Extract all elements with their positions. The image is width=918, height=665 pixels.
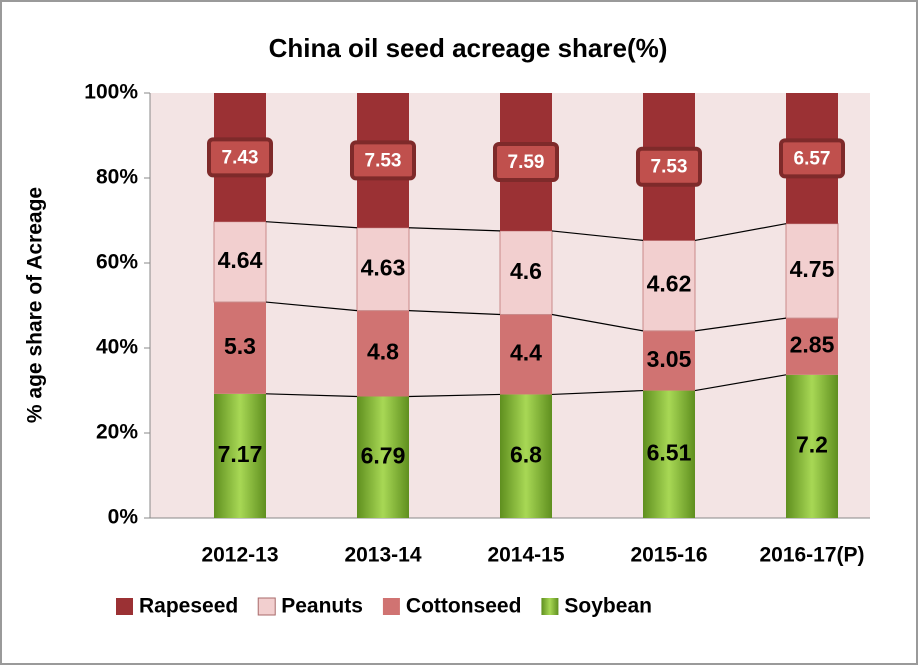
y-tick-label: 100% — [84, 81, 138, 104]
data-label: 2.85 — [790, 332, 835, 358]
data-label-box — [636, 146, 702, 187]
y-tick-label: 0% — [108, 506, 139, 529]
data-label: 7.59 — [508, 152, 545, 173]
data-label: 4.8 — [367, 339, 399, 365]
bar-segment — [642, 239, 696, 332]
chart-title: China oil seed acreage share(%) — [269, 33, 668, 63]
data-label: 6.79 — [361, 442, 406, 468]
data-label: 4.4 — [510, 340, 542, 366]
data-label: 5.3 — [224, 333, 256, 359]
x-tick-label: 2015-16 — [630, 544, 707, 567]
bar-segment — [356, 227, 410, 312]
legend-label: Rapeseed — [139, 595, 238, 618]
y-tick-label: 40% — [96, 336, 138, 359]
data-label-box — [779, 138, 845, 179]
data-label-box — [493, 141, 559, 182]
legend-swatch — [257, 597, 276, 616]
y-tick-label: 60% — [96, 251, 138, 274]
y-axis-label: % age share of Acreage — [24, 187, 47, 423]
x-tick-label: 2014-15 — [487, 544, 564, 567]
bar-segment — [785, 223, 839, 319]
legend-label: Cottonseed — [406, 595, 522, 618]
bar-segment — [214, 302, 266, 394]
bar-segment — [213, 221, 267, 303]
data-label: 7.53 — [651, 157, 688, 178]
data-label: 7.17 — [218, 441, 263, 467]
bar-segment — [499, 230, 553, 315]
bar-segment — [357, 396, 409, 518]
data-label-box — [207, 137, 273, 178]
data-label: 6.51 — [647, 439, 692, 465]
data-label: 4.64 — [218, 247, 263, 273]
data-label: 6.57 — [794, 148, 831, 169]
bar-segment — [500, 314, 552, 395]
bar-segment — [500, 394, 552, 518]
bar-segment — [786, 374, 838, 518]
series-line — [265, 374, 787, 398]
legend-label: Soybean — [564, 595, 652, 618]
bar-segment — [786, 318, 838, 375]
data-label: 7.53 — [365, 150, 402, 171]
data-label: 6.8 — [510, 441, 542, 467]
data-label: 4.63 — [361, 254, 406, 280]
series-line — [265, 301, 787, 332]
y-tick-label: 20% — [96, 421, 138, 444]
series-line — [265, 221, 787, 242]
bar-segment — [357, 310, 409, 397]
legend-swatch — [382, 598, 400, 615]
data-label: 4.6 — [510, 258, 542, 284]
bar-segment — [214, 393, 266, 518]
legend-swatch — [541, 598, 559, 615]
data-label: 7.43 — [222, 147, 259, 168]
x-tick-label: 2012-13 — [201, 544, 278, 567]
data-label: 7.2 — [796, 431, 828, 457]
bar-segment — [643, 390, 695, 518]
data-label: 4.62 — [647, 271, 692, 297]
y-tick-label: 80% — [96, 166, 138, 189]
legend-swatch — [116, 598, 133, 615]
data-label-box — [350, 140, 416, 181]
data-label: 3.05 — [647, 346, 692, 372]
data-label: 4.75 — [790, 256, 835, 282]
bar-segment — [643, 330, 695, 391]
legend-label: Peanuts — [281, 595, 363, 618]
x-tick-label: 2013-14 — [344, 544, 421, 567]
x-tick-label: 2016-17(P) — [759, 544, 864, 567]
